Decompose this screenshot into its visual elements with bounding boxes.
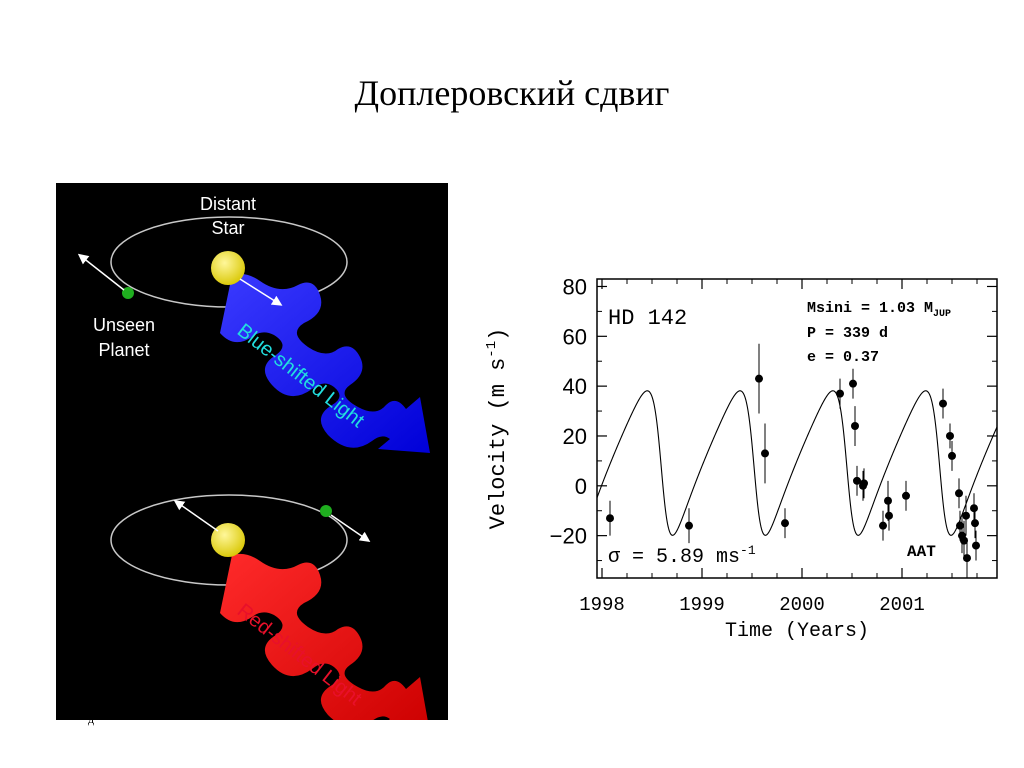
data-point [685,521,693,530]
param-eccentricity: e = 0.37 [807,349,879,366]
data-point [939,399,947,408]
data-point [849,379,857,388]
y-tick-label: 60 [563,324,587,349]
bottom-planet [320,505,332,517]
y-tick-label: 0 [575,474,587,499]
data-point [761,449,769,458]
star-name-label: HD 142 [608,306,687,331]
planet-motion-arrow [77,253,125,291]
x-axis-label: Time (Years) [725,620,869,643]
y-tick-label: 80 [563,274,587,299]
data-point [970,504,978,513]
data-point [879,521,887,530]
x-tick-label: 2000 [779,594,825,616]
param-msini: Msini = 1.03 MJUP [807,300,951,320]
data-point [606,514,614,523]
y-tick-label: 40 [563,374,587,399]
data-point [836,389,844,398]
data-point [948,451,956,460]
data-point [885,511,893,520]
data-point [955,489,963,498]
top-planet [122,287,134,299]
data-point [946,431,954,440]
doppler-illustration: Distant Star Unseen Planet Blue-shifted … [56,183,448,720]
slide-title: Доплеровский сдвиг [354,73,670,113]
radial-velocity-chart: 80 60 40 20 0 −20 1998 1999 2000 2001 Time (Years)… [484,274,998,643]
red-light-wave [220,553,428,720]
y-axis-label: Velocity (m s-1) [484,328,511,530]
data-point [851,422,859,431]
y-tick-label: 20 [563,424,587,449]
planet-motion-arrow-bottom [330,514,371,542]
data-point [960,536,968,545]
distant-star-label: Distant [200,194,256,214]
unseen-planet-label: Unseen [93,315,155,335]
data-point [971,519,979,528]
param-period: P = 339 d [807,325,888,342]
x-tick-label: 1998 [579,594,625,616]
x-tick-label: 2001 [879,594,925,616]
data-point [781,519,789,528]
unseen-planet-label-2: Planet [98,340,149,360]
distant-star-label-2: Star [211,218,244,238]
data-point [963,554,971,563]
bottom-star [211,523,245,557]
plot-frame [596,278,998,579]
data-point [755,374,763,383]
sigma-label: σ = 5.89 ms-1 [608,543,756,569]
data-point [902,491,910,500]
y-tick-label: −20 [550,524,587,549]
star-motion-arrow-bottom [173,499,219,532]
data-point [884,496,892,505]
star-motion-arrow [239,278,283,306]
model-curve [596,390,998,536]
data-point [962,511,970,520]
data-point [972,541,980,550]
blue-light-wave [220,273,430,453]
footnote-fragment: д [88,712,95,726]
telescope-label: AAT [907,543,936,561]
top-star [211,251,245,285]
illustration-background [56,183,448,720]
data-point [853,476,861,485]
x-tick-label: 1999 [679,594,725,616]
data-point [956,521,964,530]
data-point [860,479,868,488]
